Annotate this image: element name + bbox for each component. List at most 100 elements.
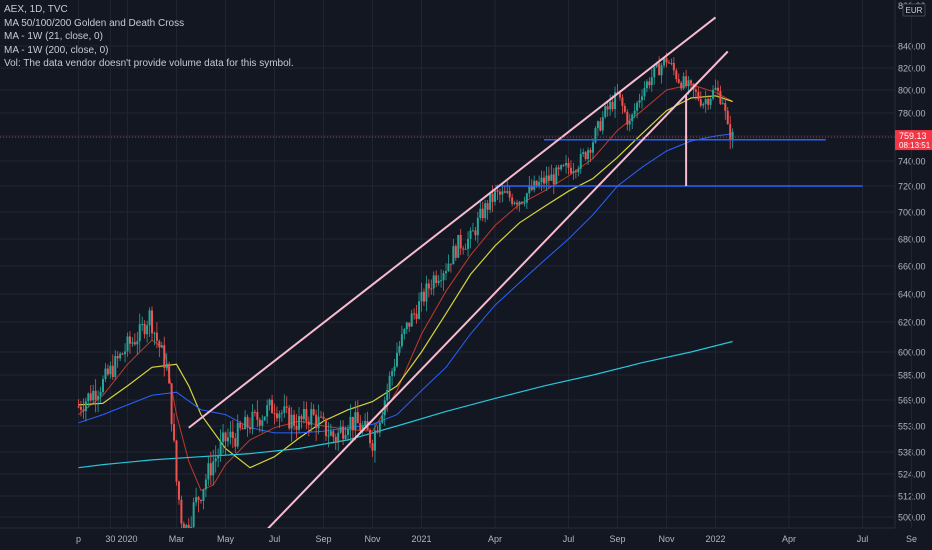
candle-body <box>449 263 452 265</box>
candle-body <box>560 165 563 170</box>
candle-body <box>405 322 408 330</box>
candle-body <box>550 174 553 181</box>
candle-body <box>648 81 651 86</box>
candle-body <box>251 411 254 430</box>
candle-body <box>312 409 315 415</box>
candle-body <box>667 62 670 64</box>
time-tick-label: Jul <box>857 534 869 544</box>
candle-body <box>729 124 732 141</box>
currency-badge[interactable] <box>902 3 926 17</box>
candle-body <box>258 419 261 426</box>
candle-body <box>398 346 401 353</box>
candle-body <box>697 91 700 100</box>
candle-body <box>694 89 697 92</box>
candle-body <box>290 414 293 429</box>
candle-body <box>204 479 207 490</box>
candle-body <box>133 342 136 345</box>
candle-body <box>489 193 492 210</box>
candle-body <box>609 101 612 110</box>
candle-body <box>643 88 646 97</box>
candle-body <box>675 70 678 80</box>
candle-body <box>618 92 621 98</box>
candle-body <box>275 413 278 419</box>
candle-body <box>84 401 87 412</box>
candle-body <box>393 366 396 372</box>
candle-body <box>547 175 550 181</box>
candle-body <box>111 365 114 378</box>
candle-body <box>376 430 379 433</box>
candle-body <box>354 412 357 430</box>
candle-body <box>538 182 541 187</box>
candle-body <box>567 162 570 168</box>
candle-body <box>246 416 249 428</box>
candle-body <box>680 82 683 89</box>
candle-body <box>209 463 212 476</box>
candle-body <box>224 432 227 442</box>
candle-body <box>106 368 109 375</box>
candle-body <box>425 283 428 302</box>
candle-body <box>471 230 474 232</box>
candle-body <box>351 416 354 430</box>
candle-body <box>222 432 225 442</box>
time-tick-label: Jul <box>563 534 575 544</box>
candle-body <box>513 202 516 204</box>
candle-body <box>552 174 555 185</box>
candle-body <box>476 217 479 236</box>
candle-body <box>665 58 668 63</box>
candle-body <box>435 275 438 283</box>
candle-body <box>442 273 445 281</box>
last-price-label: 759.13 <box>899 131 927 141</box>
candle-body <box>170 383 173 425</box>
candle-body <box>378 422 381 433</box>
candle-body <box>682 76 685 89</box>
candle-body <box>565 162 568 166</box>
candle-body <box>197 497 200 501</box>
candle-body <box>175 440 178 482</box>
candle-body <box>655 63 658 67</box>
time-tick-label: May <box>217 534 235 544</box>
candle-body <box>467 238 470 249</box>
candle-body <box>131 342 134 344</box>
candle-body <box>99 391 102 396</box>
candle-body <box>459 234 462 249</box>
candle-body <box>173 424 176 441</box>
candle-body <box>457 234 460 258</box>
candle-body <box>349 416 352 430</box>
candle-body <box>241 427 244 430</box>
candle-body <box>562 165 565 167</box>
candle-body <box>102 379 104 392</box>
candle-body <box>310 409 313 425</box>
candle-body <box>508 191 511 198</box>
candle-body <box>256 411 259 420</box>
candle-body <box>672 63 675 71</box>
trend-line[interactable] <box>188 16 717 429</box>
candle-body <box>658 63 661 76</box>
candle-body <box>305 408 308 422</box>
candle-body <box>557 167 560 170</box>
time-tick-label: Apr <box>782 534 796 544</box>
candle-body <box>244 416 247 430</box>
candle-body <box>592 142 594 153</box>
candle-body <box>726 110 729 125</box>
bar-countdown-label: 08:13:51 <box>899 141 931 150</box>
candle-body <box>660 65 663 76</box>
moving-average-ma-weekly <box>78 340 733 469</box>
candle-body <box>704 98 707 104</box>
candle-body <box>315 414 318 429</box>
candle-body <box>699 99 702 106</box>
candle-body <box>462 248 465 250</box>
candle-body <box>185 524 188 528</box>
candle-body <box>77 406 80 408</box>
candle-body <box>677 79 680 83</box>
candle-body <box>342 426 345 439</box>
trend-line[interactable] <box>262 50 729 535</box>
time-tick-label: Nov <box>364 534 381 544</box>
time-tick-label: Sep <box>609 534 625 544</box>
candle-body <box>528 185 531 194</box>
candle-body <box>278 413 281 419</box>
candle-body <box>599 121 602 131</box>
candle-body <box>432 275 435 289</box>
candle-body <box>714 87 717 90</box>
